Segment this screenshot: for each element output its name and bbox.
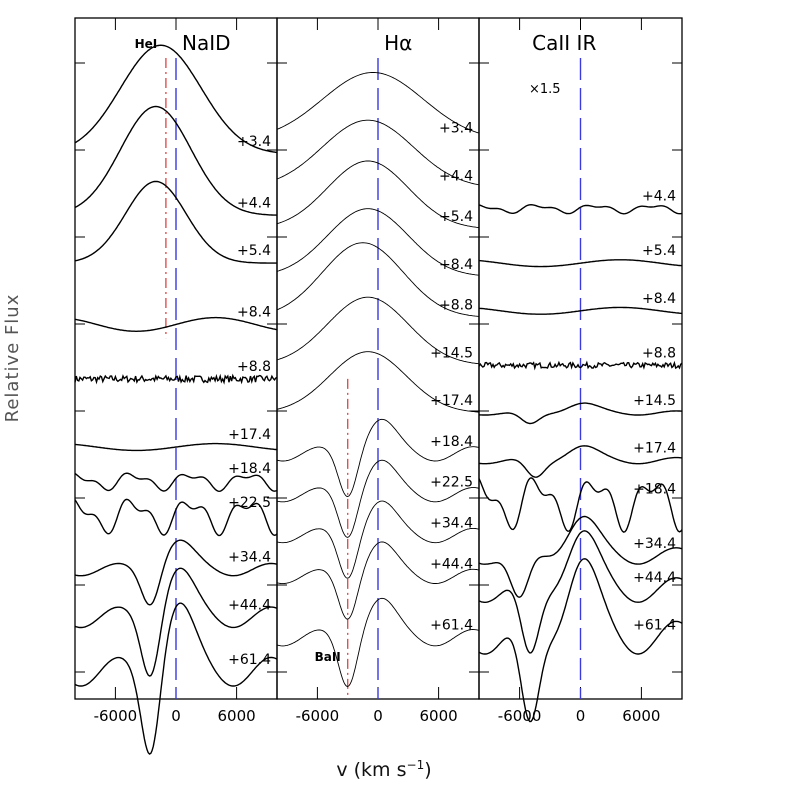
series-line	[74, 472, 278, 493]
series-line	[478, 402, 683, 425]
panel-caii-ir: -6000 0 6000 CaII IR ×1.5 +4.4 +5.4 +8.4 +8.8 +14…	[478, 17, 683, 725]
x-tick-label: 6000	[622, 707, 660, 725]
series-label: +61.4	[633, 618, 676, 634]
panel-naid: -6000 0 6000 NaID HeI +3.4 +4.4 +5.4 +8.4 +8.8 +17…	[74, 17, 278, 755]
series-line	[74, 567, 278, 677]
series-label: +4.4	[237, 195, 271, 211]
series-line	[74, 373, 278, 385]
series-label: +8.4	[642, 291, 676, 307]
series-label: +18.4	[228, 461, 271, 477]
series-line	[74, 316, 278, 332]
x-tick-label: 0	[171, 707, 181, 725]
series-label: +5.4	[642, 243, 676, 259]
series-line	[276, 160, 480, 229]
series-line	[276, 500, 480, 579]
series-label: +44.4	[633, 570, 676, 586]
series-line	[478, 445, 683, 478]
series-label: +14.5	[430, 345, 473, 361]
series-label: +3.4	[237, 134, 271, 150]
series-line	[478, 360, 683, 371]
x-axis-label-close: )	[424, 759, 431, 781]
x-axis-label-sup: −1	[407, 758, 425, 772]
series-label: +34.4	[633, 536, 676, 552]
series-label: +44.4	[430, 556, 473, 572]
series-line	[276, 119, 480, 186]
series-label: +17.4	[633, 441, 676, 457]
series-line	[276, 351, 480, 413]
series-label: +3.4	[439, 121, 473, 137]
series-line	[276, 72, 480, 134]
panel-title: Hα	[384, 31, 412, 55]
panel-annotation: ×1.5	[529, 82, 561, 97]
series-line	[276, 459, 480, 538]
marker-line-label: BaII	[315, 650, 341, 664]
series-line	[478, 515, 683, 598]
series-line	[478, 306, 683, 315]
series-label: +34.4	[228, 550, 271, 566]
series-line	[478, 530, 683, 654]
series-line	[478, 477, 683, 533]
series-label: +17.4	[228, 427, 271, 443]
series-line	[478, 259, 683, 268]
x-tick-label: 6000	[218, 707, 256, 725]
series-line	[74, 539, 278, 606]
series-line	[478, 203, 683, 215]
series-label: +61.4	[430, 618, 473, 634]
series-line	[74, 442, 278, 452]
series-label: +18.4	[633, 482, 676, 498]
x-axis-label: v (km s−1)	[336, 758, 431, 781]
panel-halpha: -6000 0 6000 Hα BaII +3.4 +4.4 +5.4 +8.4 +8.8 +14.…	[276, 17, 480, 725]
series-label: +5.4	[237, 243, 271, 259]
series-label: +22.5	[228, 495, 271, 511]
series-line	[276, 418, 480, 497]
panels-layer: -6000 0 6000 NaID HeI +3.4 +4.4 +5.4 +8.4 +8.8 +17…	[74, 17, 683, 755]
series-line	[74, 180, 277, 264]
panel-title: CaII IR	[532, 31, 596, 55]
series-line	[74, 602, 278, 755]
x-tick-label: 0	[576, 707, 586, 725]
x-tick-label: -6000	[94, 707, 138, 725]
x-axis-label-main: v (km s	[336, 759, 406, 781]
x-tick-label: -6000	[296, 707, 340, 725]
series-label: +14.5	[633, 393, 676, 409]
series-label: +8.8	[439, 298, 473, 314]
series-label: +17.4	[430, 393, 473, 409]
series-line	[276, 597, 480, 687]
series-line	[74, 498, 278, 537]
panel-title: NaID	[182, 31, 231, 55]
x-tick-label: -6000	[498, 707, 542, 725]
series-label: +8.8	[642, 345, 676, 361]
series-label: +22.5	[430, 475, 473, 491]
series-line	[276, 541, 480, 620]
series-label: +44.4	[228, 597, 271, 613]
series-label: +34.4	[430, 516, 473, 532]
series-line	[478, 558, 683, 723]
series-label: +4.4	[642, 189, 676, 205]
series-line	[276, 296, 480, 365]
series-label: +8.4	[439, 257, 473, 273]
series-label: +4.4	[439, 168, 473, 184]
x-tick-label: 0	[373, 707, 383, 725]
series-label: +8.8	[237, 359, 271, 375]
x-tick-label: 6000	[420, 707, 458, 725]
series-label: +5.4	[439, 209, 473, 225]
series-line	[74, 105, 278, 216]
y-axis-label: Relative Flux	[2, 294, 23, 423]
marker-line-label: HeI	[135, 37, 158, 51]
series-line	[276, 208, 480, 276]
series-line	[276, 242, 480, 317]
series-line	[74, 44, 278, 154]
series-label: +8.4	[237, 304, 271, 320]
series-label: +18.4	[430, 434, 473, 450]
series-label: +61.4	[228, 652, 271, 668]
